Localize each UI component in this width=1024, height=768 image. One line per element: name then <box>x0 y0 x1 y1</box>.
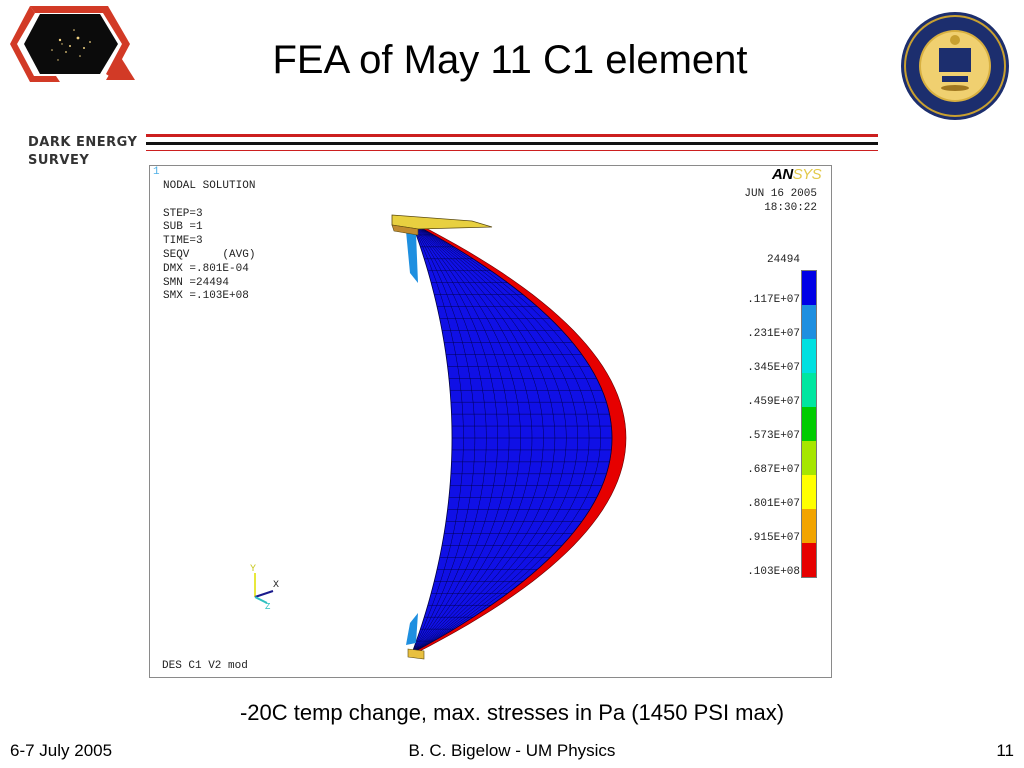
solution-info-line: SMX =.103E+08 <box>163 290 249 303</box>
legend-tick-label: .345E+07 <box>747 362 800 374</box>
solution-info-line: TIME=3 <box>163 235 203 248</box>
colorbar-segment <box>802 475 816 509</box>
fea-result-panel: 1 NODAL SOLUTION STEP=3 SUB =1 TIME=3 SEQV … <box>149 165 832 678</box>
legend-tick-label: .687E+07 <box>747 464 800 476</box>
ansys-logo: ANSYS <box>772 166 822 183</box>
legend-tick-label: .801E+07 <box>747 498 800 510</box>
colorbar-segment <box>802 407 816 441</box>
colorbar-segment <box>802 339 816 373</box>
model-label: DES C1 V2 mod <box>162 660 248 672</box>
colorbar-segment <box>802 305 816 339</box>
mount-pad-top <box>391 214 493 230</box>
legend-tick-label: .459E+07 <box>747 396 800 408</box>
colorbar-segment <box>802 373 816 407</box>
footer-date: 6-7 July 2005 <box>10 741 113 760</box>
axis-triad: Y X Z <box>245 563 285 614</box>
des-logo <box>0 0 140 130</box>
des-wordmark: DARK ENERGY SURVEY <box>28 134 158 170</box>
colorbar-segment <box>802 271 816 305</box>
solution-info-line: STEP=3 <box>163 207 203 220</box>
footer-page-number: 11 <box>996 741 1014 760</box>
timestamp: JUN 16 2005 18:30:22 <box>744 188 817 216</box>
axis-y-label: Y <box>250 564 256 575</box>
legend-min-label: 24494 <box>766 254 800 266</box>
solution-info-line: SEQV (AVG) <box>163 248 256 261</box>
stress-zone-low <box>406 231 418 283</box>
ansys-logo-suffix: SYS <box>792 166 822 183</box>
colorbar-segment <box>802 509 816 543</box>
slide-title: FEA of May 11 C1 element <box>272 38 748 82</box>
header-rule-black <box>146 142 878 145</box>
window-number: 1 <box>153 166 160 178</box>
figure-caption: -20C temp change, max. stresses in Pa (1… <box>239 700 785 725</box>
mount-pad-bottom <box>407 648 425 660</box>
legend-tick-label: .915E+07 <box>747 532 800 544</box>
solution-info-line: NODAL SOLUTION <box>163 180 256 192</box>
solution-info-line: SUB =1 <box>163 221 203 234</box>
university-seal-logo <box>898 10 1012 122</box>
colorbar-segment <box>802 543 816 577</box>
run-date: JUN 16 2005 <box>744 188 817 200</box>
legend-tick-label: .103E+08 <box>747 566 800 578</box>
solution-info-line <box>163 194 255 208</box>
solution-info-line: SMN =24494 <box>163 276 230 289</box>
run-time: 18:30:22 <box>764 201 817 214</box>
footer-author: B. C. Bigelow - UM Physics <box>408 741 616 760</box>
colorbar-segment <box>802 441 816 475</box>
axis-x-label: X <box>273 580 279 591</box>
axis-z-label: Z <box>265 602 271 609</box>
header-rule-thin <box>146 150 878 151</box>
legend-tick-label: .573E+07 <box>747 430 800 442</box>
stress-zone-low <box>406 613 418 645</box>
header-rule-red <box>146 134 878 137</box>
solution-info: NODAL SOLUTION STEP=3 SUB =1 TIME=3 SEQV (A… <box>163 180 255 304</box>
des-wordmark-line1: DARK ENERGY <box>28 135 138 150</box>
solution-info-line: DMX =.801E-04 <box>163 262 249 275</box>
mount-pad-top-side <box>391 224 419 236</box>
fea-mesh-plot <box>391 214 627 660</box>
stress-colorbar <box>801 270 817 578</box>
legend-tick-label: .117E+07 <box>747 294 800 306</box>
des-wordmark-line2: SURVEY <box>28 153 90 168</box>
legend-tick-label: .231E+07 <box>747 328 800 340</box>
ansys-logo-prefix: AN <box>772 166 793 183</box>
